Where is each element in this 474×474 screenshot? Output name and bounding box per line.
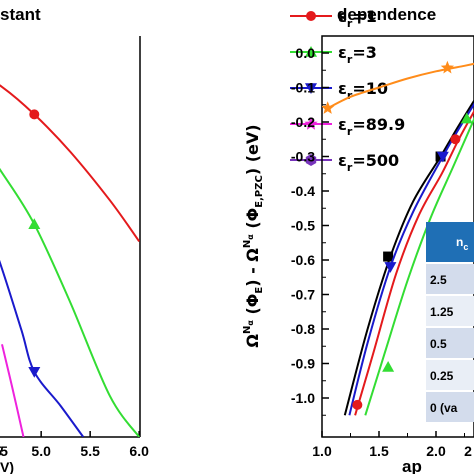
right-y-label: ΩNα (ΦE) - ΩNα (ΦE,PZC) (eV): [242, 124, 265, 347]
right-y-tick-label: -0.3: [291, 149, 315, 165]
right-y-tick-label: -0.4: [291, 183, 315, 199]
left-x-label: V): [0, 459, 14, 474]
inset-table-cell: 0 (va: [430, 401, 458, 415]
ylabel-omega: Ω: [243, 334, 262, 348]
right-x-label: ap: [402, 457, 422, 474]
inset-table: nc 2.5 1.25 0.5 0.25 0 (va: [426, 222, 474, 422]
right-series-marker: [322, 101, 335, 114]
inset-table-row: [426, 296, 474, 326]
left-x-tick-label: 5.0: [31, 443, 51, 459]
inset-table-header: [426, 222, 474, 262]
inset-table-cell: 2.5: [430, 273, 447, 287]
legend-marker: [305, 83, 317, 94]
right-y-tick-label: -0.1: [291, 80, 315, 96]
right-series-marker: [460, 112, 473, 124]
inset-table-row: [426, 360, 474, 390]
right-y-tick-label: 0.0: [296, 45, 316, 61]
left-series-line: [0, 259, 85, 437]
left-x-tick-label: 5: [0, 443, 8, 459]
right-series-marker: [440, 60, 455, 74]
right-series-line: [343, 98, 474, 416]
legend-marker: [304, 117, 318, 130]
legend-label: εr=89.9: [338, 115, 405, 138]
right-series-marker: [352, 399, 363, 410]
right-x-tick-label: 2: [464, 443, 472, 459]
right-axes-ticks: 0.0 -0.1 -0.2 -0.3 -0.4 -0.5 -0.6 -0.7 -0.8 -0.9 -…: [291, 45, 472, 459]
right-series-line: [364, 116, 474, 416]
svg-text:ΩNα (ΦE) - ΩNα (ΦE,PZC) (eV): ΩNα (ΦE) - ΩNα (ΦE,PZC) (eV): [242, 124, 265, 347]
right-series-marker: [436, 151, 449, 163]
inset-table-cell: 0.25: [430, 369, 454, 383]
inset-table-cell: 0.5: [430, 337, 447, 351]
right-y-tick-label: -0.2: [291, 114, 315, 130]
legend-label: εr=500: [338, 151, 399, 174]
inset-table-row: [426, 264, 474, 294]
left-series-line: [1, 344, 25, 437]
right-series-marker: [450, 134, 461, 145]
left-series: [0, 84, 140, 437]
left-series-marker: [28, 218, 41, 229]
left-x-tick-label: 6.0: [129, 443, 149, 459]
right-y-tick-label: -0.8: [291, 321, 315, 337]
right-chart: dependence 0.0 -0.1 -0.2 -0.3 -0.4 -0.5 -0.6 -0…: [242, 5, 474, 474]
left-x-tick-label: 5.5: [80, 443, 100, 459]
legend-marker: [306, 11, 316, 21]
legend-label: εr=1: [338, 7, 377, 30]
right-y-tick-label: -1.0: [291, 390, 315, 406]
right-series-marker: [384, 262, 397, 273]
right-y-tick-label: -0.9: [291, 356, 315, 372]
right-y-tick-label: -0.6: [291, 252, 315, 268]
right-series-marker: [383, 251, 394, 262]
right-series-line: [348, 102, 474, 416]
inset-table-row: [426, 392, 474, 422]
left-chart: stant 4.55.05.56.05 V) εr=1εr=3εr=10εr=8…: [0, 5, 405, 474]
left-series-line: [0, 167, 140, 437]
right-x-tick-label: 1.0: [312, 443, 332, 459]
left-chart-title: stant: [0, 5, 41, 24]
legend-marker: [305, 46, 317, 57]
left-series-marker: [28, 366, 41, 378]
left-x-tick-label: 4.5: [0, 443, 2, 459]
legend-marker: [305, 154, 317, 166]
right-series-line: [327, 62, 474, 110]
right-y-tick-label: -0.7: [291, 287, 315, 303]
right-plot-frame: [321, 35, 474, 438]
right-x-tick-label: 2.0: [426, 443, 446, 459]
right-x-tick-label: 1.5: [369, 443, 389, 459]
left-x-ticks: 4.5 5.0 5.5 6.0 5: [0, 431, 149, 459]
right-series-marker: [382, 360, 395, 372]
legend-label: εr=3: [338, 43, 377, 66]
right-series: [322, 60, 474, 416]
left-series-marker: [29, 109, 40, 120]
inset-table-row: [426, 328, 474, 358]
inset-table-cell: 1.25: [430, 305, 454, 319]
left-series-line: [0, 84, 140, 242]
right-y-tick-label: -0.5: [291, 218, 315, 234]
inset-table-header-label: nc: [456, 235, 468, 252]
right-chart-title: dependence: [337, 5, 436, 24]
